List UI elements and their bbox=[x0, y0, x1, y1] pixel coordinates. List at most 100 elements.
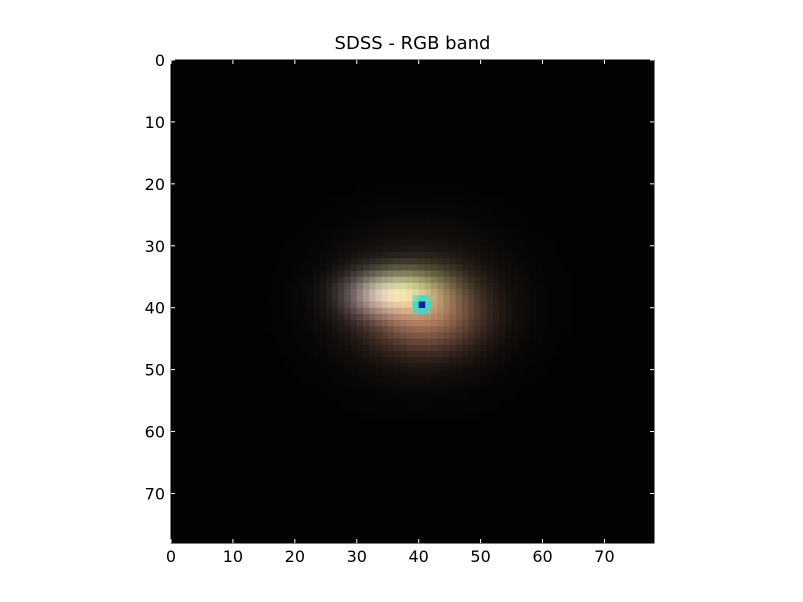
image-pixel bbox=[455, 208, 463, 216]
image-pixel bbox=[344, 394, 351, 401]
image-pixel bbox=[486, 208, 494, 216]
image-pixel bbox=[356, 406, 364, 414]
image-pixel bbox=[381, 177, 389, 185]
image-pixel bbox=[369, 320, 376, 327]
image-pixel bbox=[437, 190, 444, 197]
image-pixel bbox=[375, 363, 382, 370]
image-pixel bbox=[486, 388, 494, 395]
image-pixel bbox=[375, 394, 382, 401]
image-pixel bbox=[400, 245, 407, 253]
image-pixel bbox=[375, 227, 382, 234]
image-pixel bbox=[437, 239, 444, 247]
image-pixel bbox=[480, 276, 488, 284]
image-pixel bbox=[356, 313, 364, 321]
image-pixel bbox=[437, 177, 444, 185]
image-pixel bbox=[288, 357, 296, 364]
image-pixel bbox=[400, 264, 407, 271]
image-pixel bbox=[418, 375, 426, 383]
image-pixel bbox=[418, 357, 426, 364]
image-pixel bbox=[431, 258, 438, 265]
image-pixel bbox=[319, 221, 327, 228]
image-pixel bbox=[325, 369, 333, 377]
image-pixel bbox=[344, 400, 351, 408]
image-pixel bbox=[536, 276, 543, 284]
image-pixel bbox=[375, 214, 382, 222]
image-pixel bbox=[431, 282, 438, 290]
image-pixel bbox=[375, 375, 382, 383]
image-pixel bbox=[307, 251, 314, 259]
image-pixel bbox=[288, 313, 296, 321]
image-pixel bbox=[424, 177, 432, 185]
image-pixel bbox=[455, 357, 463, 364]
image-pixel bbox=[486, 233, 494, 240]
image-pixel bbox=[393, 183, 401, 191]
image-pixel bbox=[375, 344, 382, 352]
image-pixel bbox=[282, 338, 289, 346]
image-pixel bbox=[332, 196, 339, 203]
image-pixel bbox=[294, 332, 302, 339]
image-pixel bbox=[338, 251, 345, 259]
image-pixel bbox=[313, 264, 320, 271]
image-pixel bbox=[561, 344, 568, 352]
image-pixel bbox=[474, 412, 481, 420]
image-pixel bbox=[455, 351, 463, 358]
image-pixel bbox=[325, 245, 333, 253]
image-pixel bbox=[319, 227, 327, 234]
image-pixel bbox=[319, 394, 327, 401]
image-pixel bbox=[332, 375, 339, 383]
image-pixel bbox=[554, 282, 562, 290]
image-pixel bbox=[338, 369, 345, 377]
image-pixel bbox=[393, 400, 401, 408]
image-pixel bbox=[400, 382, 407, 389]
image-pixel bbox=[393, 202, 401, 209]
image-pixel bbox=[393, 221, 401, 228]
image-pixel bbox=[301, 344, 308, 352]
image-pixel bbox=[499, 369, 506, 377]
image-pixel bbox=[437, 258, 444, 265]
image-pixel bbox=[530, 221, 537, 228]
image-pixel bbox=[288, 289, 296, 296]
image-pixel bbox=[356, 245, 364, 253]
image-pixel bbox=[548, 258, 556, 265]
image-pixel bbox=[387, 221, 395, 228]
image-pixel bbox=[542, 245, 550, 253]
image-pixel bbox=[307, 295, 314, 302]
image-pixel bbox=[332, 276, 339, 284]
image-pixel bbox=[468, 295, 475, 302]
image-pixel bbox=[548, 344, 556, 352]
image-pixel bbox=[437, 351, 444, 358]
image-pixel bbox=[536, 326, 543, 333]
image-pixel bbox=[393, 196, 401, 203]
image-pixel bbox=[344, 264, 351, 271]
image-pixel bbox=[294, 351, 302, 358]
image-pixel bbox=[523, 282, 531, 290]
image-pixel bbox=[406, 276, 413, 284]
image-pixel bbox=[443, 313, 450, 321]
image-pixel bbox=[332, 400, 339, 408]
image-pixel bbox=[486, 270, 494, 278]
image-pixel bbox=[536, 363, 543, 370]
image-pixel bbox=[424, 264, 432, 271]
image-pixel bbox=[499, 320, 506, 327]
image-pixel bbox=[332, 357, 339, 364]
image-pixel bbox=[542, 233, 550, 240]
image-pixel bbox=[362, 270, 370, 278]
image-pixel bbox=[480, 332, 488, 339]
image-pixel bbox=[294, 320, 302, 327]
image-pixel bbox=[554, 245, 562, 253]
image-pixel bbox=[332, 382, 339, 389]
image-pixel bbox=[468, 326, 475, 333]
image-pixel bbox=[431, 295, 438, 302]
image-pixel bbox=[369, 369, 376, 377]
image-pixel bbox=[505, 239, 512, 247]
image-pixel bbox=[393, 412, 401, 420]
image-pixel bbox=[307, 245, 314, 253]
image-pixel bbox=[511, 363, 519, 370]
image-pixel bbox=[369, 289, 376, 296]
image-pixel bbox=[424, 196, 432, 203]
image-pixel bbox=[325, 258, 333, 265]
image-pixel bbox=[505, 214, 512, 222]
image-pixel bbox=[307, 221, 314, 228]
image-pixel bbox=[523, 301, 531, 308]
image-pixel bbox=[288, 270, 296, 278]
